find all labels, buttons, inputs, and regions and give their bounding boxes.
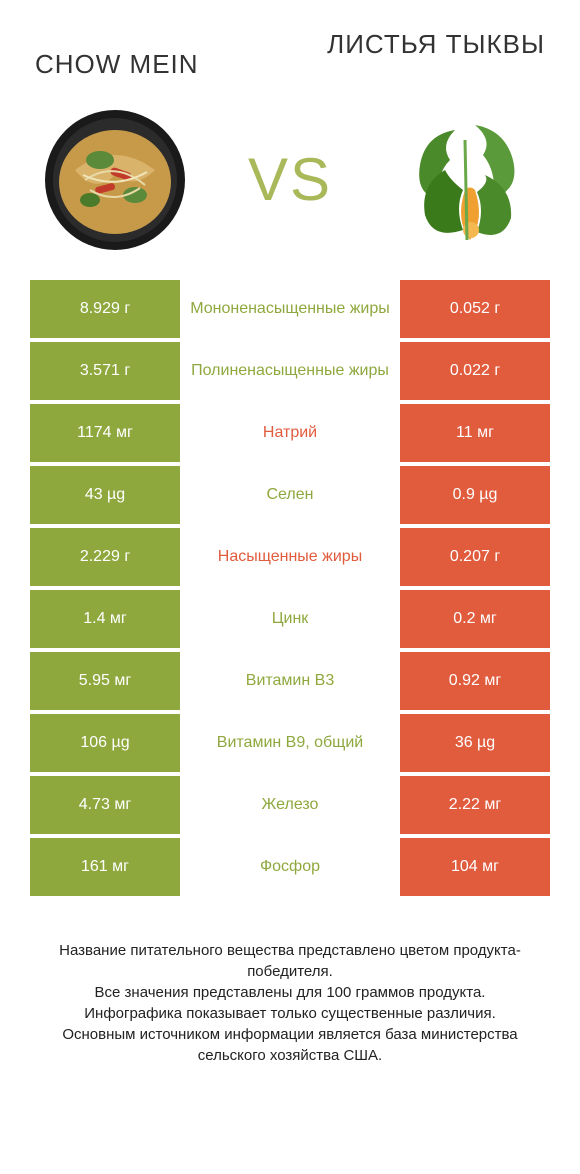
nutrient-label: Полиненасыщенные жиры bbox=[180, 342, 400, 400]
right-value: 0.9 µg bbox=[400, 466, 550, 524]
nutrient-label: Железо bbox=[180, 776, 400, 834]
table-row: 5.95 мгВитамин B30.92 мг bbox=[30, 652, 550, 710]
header: CHOW MEIN ЛИСТЬЯ ТЫКВЫ bbox=[0, 0, 580, 90]
left-value: 161 мг bbox=[30, 838, 180, 896]
left-food-title: CHOW MEIN bbox=[35, 30, 290, 80]
right-food-title: ЛИСТЬЯ ТЫКВЫ bbox=[290, 30, 545, 60]
left-value: 43 µg bbox=[30, 466, 180, 524]
right-value: 0.2 мг bbox=[400, 590, 550, 648]
vs-label: VS bbox=[248, 145, 332, 214]
table-row: 4.73 мгЖелезо2.22 мг bbox=[30, 776, 550, 834]
right-value: 11 мг bbox=[400, 404, 550, 462]
footer-line-4: Основным источником информации является … bbox=[30, 1024, 550, 1066]
left-value: 3.571 г bbox=[30, 342, 180, 400]
table-row: 43 µgСелен0.9 µg bbox=[30, 466, 550, 524]
pumpkin-leaves-image bbox=[385, 100, 545, 260]
left-value: 4.73 мг bbox=[30, 776, 180, 834]
nutrient-label: Витамин B3 bbox=[180, 652, 400, 710]
comparison-table: 8.929 гМононенасыщенные жиры0.052 г3.571… bbox=[0, 280, 580, 896]
right-value: 0.052 г bbox=[400, 280, 550, 338]
left-value: 106 µg bbox=[30, 714, 180, 772]
nutrient-label: Насыщенные жиры bbox=[180, 528, 400, 586]
chow-mein-image bbox=[35, 100, 195, 260]
left-value: 1.4 мг bbox=[30, 590, 180, 648]
table-row: 1174 мгНатрий11 мг bbox=[30, 404, 550, 462]
footer-line-2: Все значения представлены для 100 граммо… bbox=[30, 982, 550, 1003]
table-row: 2.229 гНасыщенные жиры0.207 г bbox=[30, 528, 550, 586]
left-value: 2.229 г bbox=[30, 528, 180, 586]
footer-line-1: Название питательного вещества представл… bbox=[30, 940, 550, 982]
nutrient-label: Селен bbox=[180, 466, 400, 524]
vs-row: VS bbox=[0, 90, 580, 280]
left-value: 1174 мг bbox=[30, 404, 180, 462]
table-row: 161 мгФосфор104 мг bbox=[30, 838, 550, 896]
right-value: 2.22 мг bbox=[400, 776, 550, 834]
nutrient-label: Фосфор bbox=[180, 838, 400, 896]
nutrient-label: Натрий bbox=[180, 404, 400, 462]
nutrient-label: Витамин B9, общий bbox=[180, 714, 400, 772]
right-value: 36 µg bbox=[400, 714, 550, 772]
nutrient-label: Мононенасыщенные жиры bbox=[180, 280, 400, 338]
table-row: 1.4 мгЦинк0.2 мг bbox=[30, 590, 550, 648]
table-row: 3.571 гПолиненасыщенные жиры0.022 г bbox=[30, 342, 550, 400]
footer-line-3: Инфографика показывает только существенн… bbox=[30, 1003, 550, 1024]
left-value: 8.929 г bbox=[30, 280, 180, 338]
left-value: 5.95 мг bbox=[30, 652, 180, 710]
table-row: 106 µgВитамин B9, общий36 µg bbox=[30, 714, 550, 772]
table-row: 8.929 гМононенасыщенные жиры0.052 г bbox=[30, 280, 550, 338]
right-value: 104 мг bbox=[400, 838, 550, 896]
nutrient-label: Цинк bbox=[180, 590, 400, 648]
footer-notes: Название питательного вещества представл… bbox=[0, 900, 580, 1086]
right-value: 0.92 мг bbox=[400, 652, 550, 710]
right-value: 0.207 г bbox=[400, 528, 550, 586]
right-value: 0.022 г bbox=[400, 342, 550, 400]
